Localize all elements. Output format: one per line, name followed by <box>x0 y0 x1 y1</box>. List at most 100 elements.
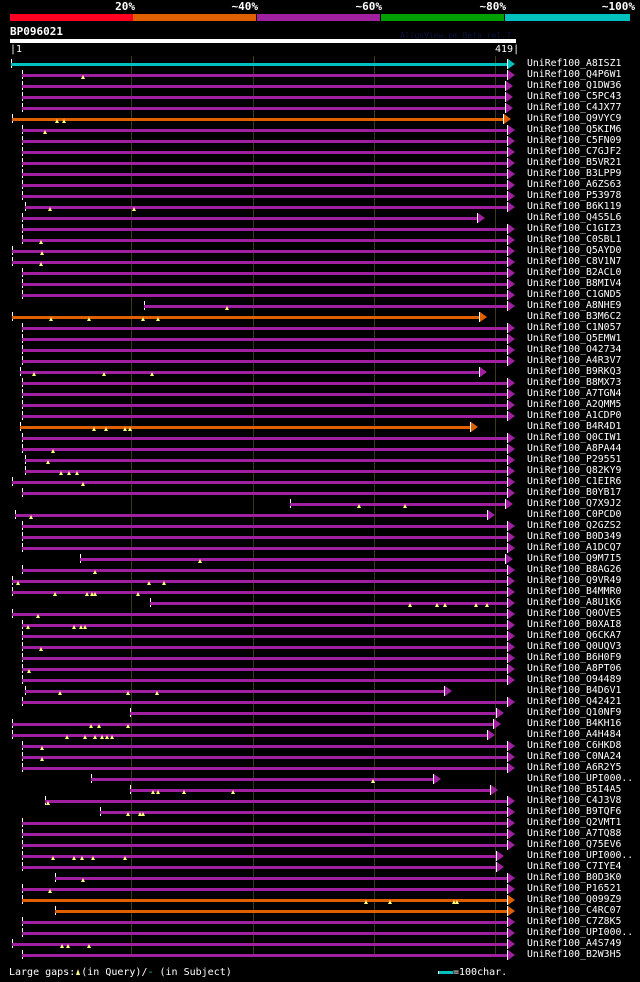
hit-alignment-bar[interactable] <box>99 811 507 814</box>
hit-row[interactable]: UniRef100_A8PT06 <box>0 663 640 675</box>
hit-row[interactable]: UniRef100_B9RKQ3 <box>0 366 640 378</box>
hit-label[interactable]: UniRef100_Q0OVE5 <box>527 608 622 619</box>
hit-alignment-bar[interactable] <box>21 756 507 759</box>
hit-row[interactable]: UniRef100_Q75EV6 <box>0 839 640 851</box>
hit-label[interactable]: UniRef100_B4R4D1 <box>527 421 622 432</box>
hit-row[interactable]: UniRef100_C4JX77 <box>0 102 640 114</box>
hit-label[interactable]: UniRef100_A6ZS63 <box>527 179 622 190</box>
hit-alignment-bar[interactable] <box>21 899 507 902</box>
hit-label[interactable]: UniRef100_C8V1N7 <box>527 256 622 267</box>
hit-alignment-bar[interactable] <box>12 943 507 946</box>
hit-label[interactable]: UniRef100_B4D6V1 <box>527 685 622 696</box>
hit-row[interactable]: UniRef100_Q9VR49 <box>0 575 640 587</box>
hit-label[interactable]: UniRef100_C4JX77 <box>527 102 622 113</box>
hit-label[interactable]: UniRef100_UPI000.. <box>527 927 634 938</box>
hit-row[interactable]: UniRef100_B0D349 <box>0 531 640 543</box>
hit-label[interactable]: UniRef100_Q42421 <box>527 696 622 707</box>
hit-label[interactable]: UniRef100_C7Z8K5 <box>527 916 622 927</box>
hit-row[interactable]: UniRef100_C8V1N7 <box>0 256 640 268</box>
hit-alignment-bar[interactable] <box>21 437 507 440</box>
hit-row[interactable]: UniRef100_B5I4A5 <box>0 784 640 796</box>
hit-row[interactable]: UniRef100_A8U1K6 <box>0 597 640 609</box>
hit-alignment-bar[interactable] <box>20 371 479 374</box>
hit-row[interactable]: UniRef100_C7GJF2 <box>0 146 640 158</box>
hit-row[interactable]: UniRef100_A2QMM5 <box>0 399 640 411</box>
hit-label[interactable]: UniRef100_C1EIR6 <box>527 476 622 487</box>
hit-row[interactable]: UniRef100_A8PA44 <box>0 443 640 455</box>
hit-label[interactable]: UniRef100_C7GJF2 <box>527 146 622 157</box>
hit-alignment-bar[interactable] <box>54 877 507 880</box>
hit-alignment-bar[interactable] <box>21 151 507 154</box>
hit-alignment-bar[interactable] <box>12 250 507 253</box>
hit-alignment-bar[interactable] <box>21 107 505 110</box>
hit-alignment-bar[interactable] <box>21 646 507 649</box>
hit-alignment-bar[interactable] <box>21 569 507 572</box>
hit-label[interactable]: UniRef100_A1CDP0 <box>527 410 622 421</box>
hit-alignment-bar[interactable] <box>21 96 505 99</box>
hit-row[interactable]: UniRef100_C7Z8K5 <box>0 916 640 928</box>
hit-row[interactable]: UniRef100_C4RC07 <box>0 905 640 917</box>
hit-alignment-bar[interactable] <box>21 217 478 220</box>
hit-label[interactable]: UniRef100_P53978 <box>527 190 622 201</box>
hit-row[interactable]: UniRef100_B2W3H5 <box>0 949 640 961</box>
hit-label[interactable]: UniRef100_UPI000.. <box>527 850 634 861</box>
hit-label[interactable]: UniRef100_C7IYE4 <box>527 861 622 872</box>
hit-row[interactable]: UniRef100_C5FN09 <box>0 135 640 147</box>
hit-alignment-bar[interactable] <box>21 679 507 682</box>
hit-alignment-bar[interactable] <box>21 184 507 187</box>
hit-label[interactable]: UniRef100_B8AG26 <box>527 564 622 575</box>
hit-label[interactable]: UniRef100_Q9VYC9 <box>527 113 622 124</box>
hit-label[interactable]: UniRef100_Q099Z9 <box>527 894 622 905</box>
hit-alignment-bar[interactable] <box>21 74 507 77</box>
hit-alignment-bar[interactable] <box>21 536 507 539</box>
hit-alignment-bar[interactable] <box>54 910 507 913</box>
hit-label[interactable]: UniRef100_UPI000.. <box>527 773 634 784</box>
hit-alignment-bar[interactable] <box>21 415 507 418</box>
hit-label[interactable]: UniRef100_Q5KIM6 <box>527 124 622 135</box>
hit-alignment-bar[interactable] <box>20 426 471 429</box>
hit-alignment-bar[interactable] <box>12 261 507 264</box>
hit-row[interactable]: UniRef100_B0D3K0 <box>0 872 640 884</box>
hit-row[interactable]: UniRef100_C1EIR6 <box>0 476 640 488</box>
hit-row[interactable]: UniRef100_B2ACL0 <box>0 267 640 279</box>
hit-alignment-bar[interactable] <box>12 481 507 484</box>
hit-label[interactable]: UniRef100_B2W3H5 <box>527 949 622 960</box>
hit-row[interactable]: UniRef100_C0SBL1 <box>0 234 640 246</box>
hit-label[interactable]: UniRef100_Q75EV6 <box>527 839 622 850</box>
hit-alignment-bar[interactable] <box>12 580 507 583</box>
hit-alignment-bar[interactable] <box>25 690 445 693</box>
hit-alignment-bar[interactable] <box>21 173 507 176</box>
hit-label[interactable]: UniRef100_Q6CKA7 <box>527 630 622 641</box>
hit-alignment-bar[interactable] <box>143 305 507 308</box>
hit-row[interactable]: UniRef100_A4H484 <box>0 729 640 741</box>
hit-label[interactable]: UniRef100_Q0CIW1 <box>527 432 622 443</box>
hit-alignment-bar[interactable] <box>149 602 507 605</box>
hit-label[interactable]: UniRef100_O94489 <box>527 674 622 685</box>
hit-alignment-bar[interactable] <box>21 195 507 198</box>
hit-alignment-bar[interactable] <box>12 723 493 726</box>
hit-alignment-bar[interactable] <box>21 283 507 286</box>
hit-label[interactable]: UniRef100_B0XAI8 <box>527 619 622 630</box>
hit-row[interactable]: UniRef100_Q2GZS2 <box>0 520 640 532</box>
hit-row[interactable]: UniRef100_B8AG26 <box>0 564 640 576</box>
hit-label[interactable]: UniRef100_C1GND5 <box>527 289 622 300</box>
hit-label[interactable]: UniRef100_B3LPP9 <box>527 168 622 179</box>
hit-alignment-bar[interactable] <box>21 404 507 407</box>
hit-alignment-bar[interactable] <box>129 789 491 792</box>
hit-label[interactable]: UniRef100_Q5EMW1 <box>527 333 622 344</box>
hit-label[interactable]: UniRef100_O42734 <box>527 344 622 355</box>
hit-alignment-bar[interactable] <box>21 767 507 770</box>
hit-alignment-bar[interactable] <box>21 547 507 550</box>
hit-label[interactable]: UniRef100_Q4S5L6 <box>527 212 622 223</box>
hit-row[interactable]: UniRef100_Q4P6W1 <box>0 69 640 81</box>
hit-alignment-bar[interactable] <box>90 778 434 781</box>
hit-row[interactable]: UniRef100_B0XAI8 <box>0 619 640 631</box>
hit-label[interactable]: UniRef100_B0YB17 <box>527 487 622 498</box>
hit-row[interactable]: UniRef100_B3LPP9 <box>0 168 640 180</box>
hit-alignment-bar[interactable] <box>21 382 507 385</box>
hit-label[interactable]: UniRef100_Q10NF9 <box>527 707 622 718</box>
hit-label[interactable]: UniRef100_Q2GZS2 <box>527 520 622 531</box>
hit-row[interactable]: UniRef100_A6ZS63 <box>0 179 640 191</box>
hit-alignment-bar[interactable] <box>12 613 507 616</box>
hit-row[interactable]: UniRef100_B8MIV4 <box>0 278 640 290</box>
